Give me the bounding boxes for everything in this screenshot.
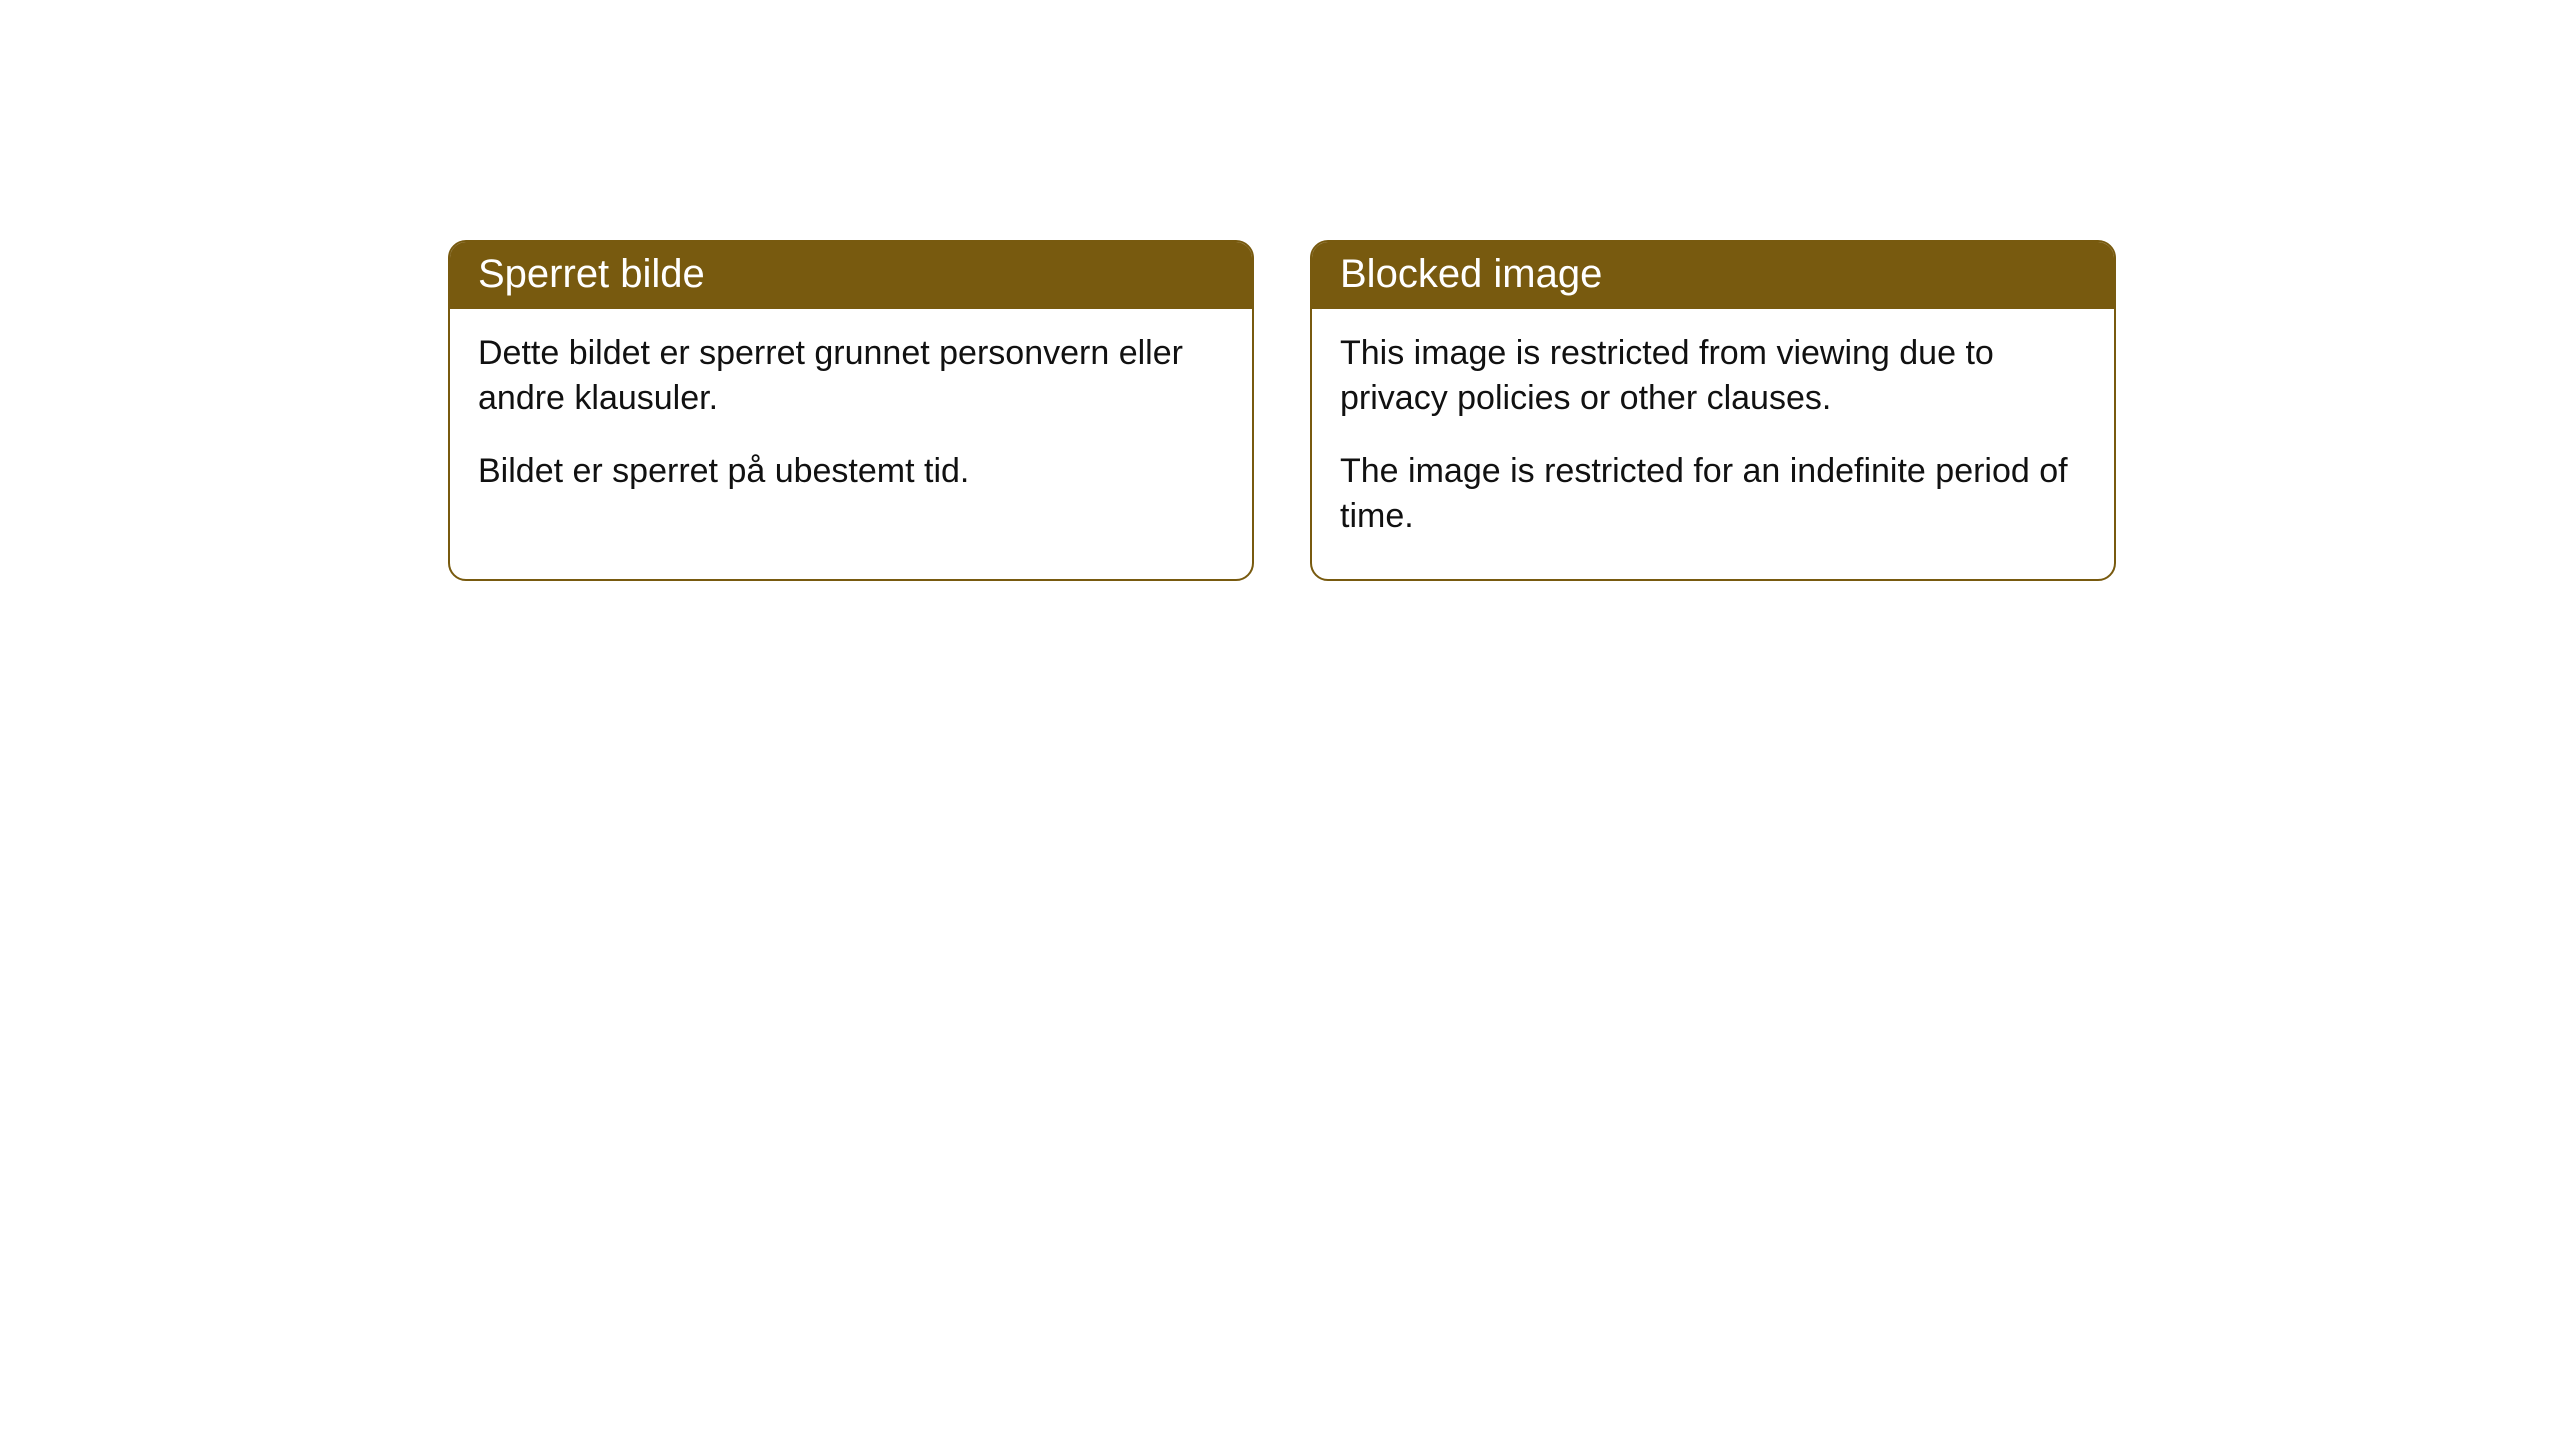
card-body-en: This image is restricted from viewing du… [1312, 309, 2114, 579]
blocked-image-card-en: Blocked image This image is restricted f… [1310, 240, 2116, 581]
card-paragraph-1-en: This image is restricted from viewing du… [1340, 331, 2086, 421]
card-header-en: Blocked image [1312, 242, 2114, 309]
blocked-image-card-no: Sperret bilde Dette bildet er sperret gr… [448, 240, 1254, 581]
card-body-no: Dette bildet er sperret grunnet personve… [450, 309, 1252, 534]
card-header-no: Sperret bilde [450, 242, 1252, 309]
card-paragraph-2-en: The image is restricted for an indefinit… [1340, 449, 2086, 539]
card-paragraph-1-no: Dette bildet er sperret grunnet personve… [478, 331, 1224, 421]
card-paragraph-2-no: Bildet er sperret på ubestemt tid. [478, 449, 1224, 494]
cards-container: Sperret bilde Dette bildet er sperret gr… [448, 240, 2116, 581]
